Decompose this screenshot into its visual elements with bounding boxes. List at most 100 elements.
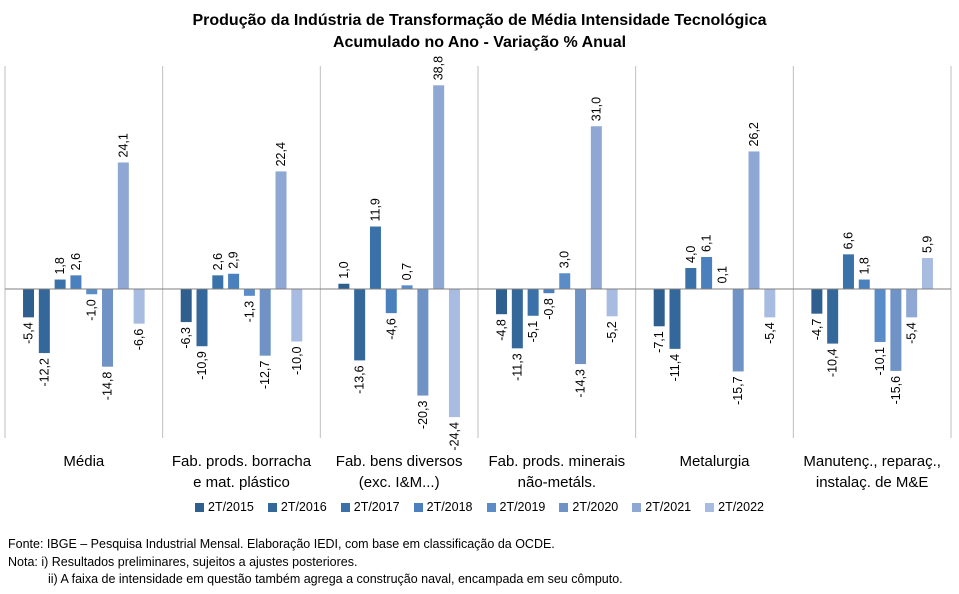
bar [401,285,413,289]
bar [590,126,602,289]
legend-label: 2T/2020 [572,500,619,514]
category-label: Manutenç., reparaç., [803,453,941,470]
chart-title: Produção da Indústria de Transformação d… [192,12,767,29]
bar [748,151,760,289]
data-label: 2,6 [211,253,225,270]
data-label: 38,8 [432,56,446,80]
data-label: -5,1 [526,321,540,343]
data-label: 2,9 [227,251,241,268]
bar [559,273,571,289]
bar [54,279,66,289]
legend-label: 2T/2022 [718,500,764,514]
bar [511,289,523,349]
note-i: Nota: i) Resultados preliminares, sujeit… [8,554,358,569]
data-label: -4,8 [495,319,509,341]
data-label: 1,8 [857,257,871,274]
legend-swatch [267,503,277,513]
bar [890,289,902,371]
data-label: -5,4 [763,322,777,344]
data-label: -7,1 [652,331,666,353]
category-label: (exc. I&M...) [359,474,440,491]
legend-label: 2T/2015 [208,500,254,514]
bar [212,275,224,289]
bar [433,85,445,289]
category-label: não-metáls. [518,474,596,491]
data-label: -4,7 [810,319,824,341]
legend-label: 2T/2018 [426,500,473,514]
data-label: 26,2 [747,122,761,146]
bar [102,289,114,367]
data-label: -15,6 [889,376,903,405]
legend-swatch [486,503,496,513]
chart-title-block: Produção da Indústria de Transformação d… [0,10,959,54]
bar [243,289,255,296]
data-label: -6,3 [179,327,193,349]
data-label: -10,1 [873,347,887,376]
bar [117,162,129,289]
bar [653,289,665,327]
legend-item: 2T/2016 [267,500,327,514]
legend-label: 2T/2017 [353,500,400,514]
bar [732,289,744,372]
bar [606,289,618,317]
data-label: -14,3 [574,369,588,398]
data-label: 1,0 [337,261,351,278]
data-label: -14,8 [101,372,115,401]
data-label: -0,8 [542,298,556,320]
bar [38,289,50,354]
data-label: -15,7 [731,376,745,405]
bar [827,289,839,344]
data-label: 6,6 [841,232,855,249]
bar [275,171,287,289]
bar [354,289,366,361]
legend-label: 2T/2016 [280,500,327,514]
bar [23,289,35,318]
bar [180,289,192,323]
data-label: 24,1 [116,133,130,157]
data-label: -10,9 [195,351,209,380]
data-label: -11,4 [668,354,682,382]
data-label: -12,2 [37,358,51,387]
bar [874,289,886,343]
data-label: 1,8 [53,257,67,274]
bar [259,289,271,356]
legend-swatch [559,503,569,513]
bar [575,289,587,365]
bar [858,279,870,289]
data-label: -10,4 [826,349,840,378]
category-label: instalaç. de M&E [816,474,929,491]
legend-swatch [705,503,715,513]
data-label: -10,0 [290,346,304,375]
data-label: 22,4 [274,142,288,166]
bar-chart: -5,4 -6,3 1,0 -4,8 -7,1 -4,7 -12,2 -10,9 -13,6 -1… [4,56,952,491]
data-label: -20,3 [416,401,430,430]
legend-label: 2T/2019 [499,500,546,514]
data-label: -5,4 [22,322,36,344]
data-label: 2,6 [69,253,83,270]
data-label: -11,3 [510,353,524,381]
data-label: -24,4 [447,422,461,451]
bar [417,289,429,396]
category-label: Metalurgia [679,453,750,470]
data-label: 0,7 [400,263,414,280]
data-label: 0,1 [715,266,729,283]
legend-item: 2T/2018 [413,500,473,514]
legend-item: 2T/2017 [340,500,400,514]
bar [86,289,98,295]
chart-subtitle: Acumulado no Ano - Variação % Anual [332,34,627,51]
bar [133,289,145,324]
category-label: Média [63,453,105,470]
legend-label: 2T/2021 [645,500,692,514]
category-label: Fab. bens diversos [336,453,463,470]
legend-swatch [632,503,642,513]
data-label: 3,0 [558,251,572,268]
bar [701,256,713,289]
data-label: -5,4 [905,322,919,344]
data-label: 4,0 [684,246,698,263]
bar [448,289,460,418]
data-label: 11,9 [368,198,382,221]
bar [228,273,240,289]
bar [764,289,776,318]
bar [685,268,697,289]
data-label: -6,6 [132,329,146,351]
